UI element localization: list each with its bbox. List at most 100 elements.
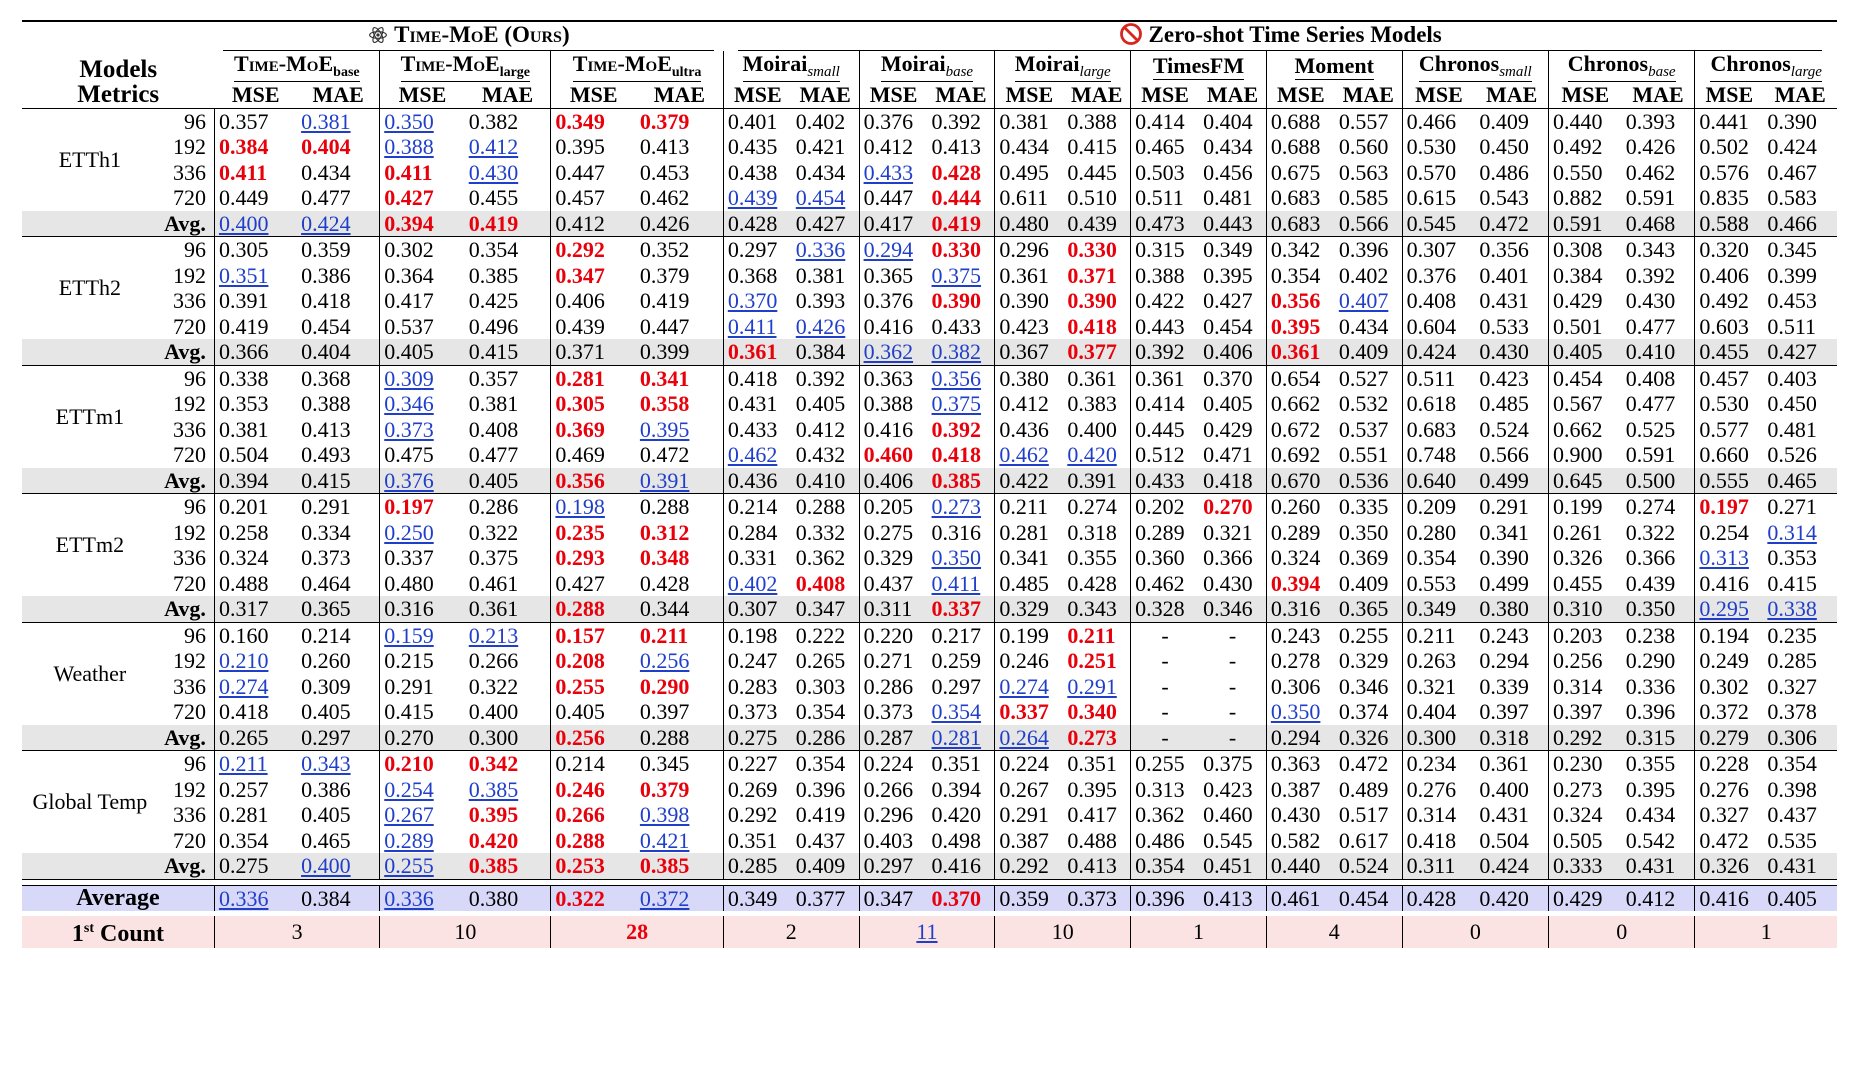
metric-cell: 0.486	[1475, 160, 1548, 186]
metric-cell: 0.475	[379, 442, 465, 468]
metric-value: 0.362	[863, 339, 914, 364]
metric-cell: 0.337	[927, 596, 995, 622]
metric-cell: 0.439	[1622, 571, 1695, 597]
horizon-label: 720	[172, 570, 206, 596]
metric-cell: 0.433	[928, 314, 995, 340]
metric-cell: 0.209	[1401, 493, 1476, 520]
metric-cell: 0.419	[464, 210, 551, 237]
table-row: ETTh2 96 0.305 0.359 0.302 0.354 0.292 0.352 0.2…	[22, 236, 1837, 300]
average-value: 0.380	[468, 885, 519, 911]
metric-cell: 0.214	[550, 750, 636, 777]
model-subscript: base	[1648, 63, 1676, 80]
metric-cell: 0.291	[1063, 674, 1130, 700]
metric-cell: 0.450	[1763, 391, 1837, 417]
metric-cell: 0.256	[1548, 648, 1622, 674]
metric-cell: 0.269	[722, 776, 792, 802]
metric-value: 0.211	[1406, 622, 1456, 648]
metric-value: 0.418	[931, 442, 982, 467]
metric-cell: 0.281	[550, 365, 636, 391]
metric-value: 0.285	[1767, 648, 1817, 673]
metric-value: 0.273	[1067, 724, 1117, 750]
metric-cell: 0.356	[550, 467, 636, 494]
metric-cell: 0.397	[636, 699, 723, 725]
metric-cell: 0.504	[213, 442, 298, 468]
metric-value: 0.379	[639, 776, 690, 802]
metric-cell: 0.270	[379, 724, 465, 751]
mae-header: MAE	[1071, 82, 1123, 107]
mse-header: MSE	[858, 82, 928, 108]
metric-cell: 0.417	[858, 210, 928, 237]
metric-cell: 0.349	[550, 108, 636, 134]
table-row: Avg. 0.366 0.404 0.405 0.415 0.371 0.399 0.361 0…	[22, 339, 1837, 365]
metric-value: 0.243	[1270, 622, 1321, 648]
metric-value: 0.275	[727, 724, 778, 750]
metric-cell: 0.402	[1335, 263, 1402, 289]
metric-cell: 0.420	[465, 828, 551, 854]
metric-value: 0.430	[1203, 570, 1253, 596]
metric-value: 0.611	[999, 185, 1049, 210]
metric-value: 0.288	[639, 494, 690, 519]
metric-value: 0.411	[218, 159, 268, 185]
metric-cell: 0.430	[1199, 571, 1266, 597]
metric-value: 0.343	[1625, 237, 1676, 262]
table-row: 720 0.488 0.464 0.480 0.461 0.427 0.428 0.402 0.…	[22, 570, 1837, 597]
table-row: 720 0.354 0.465 0.289 0.420 0.288 0.421 0.351 0.…	[22, 827, 1837, 854]
metric-value: 0.662	[1553, 416, 1603, 442]
metric-value: 0.406	[555, 288, 605, 313]
metric-value: 0.393	[795, 288, 846, 313]
metric-value: 0.320	[1699, 237, 1749, 262]
table-row: 192 0.210 0.260 0.215 0.266 0.208 0.256 0.247 0.…	[22, 648, 1837, 674]
metric-value: 0.431	[1479, 802, 1529, 827]
metric-cell: 0.286	[858, 673, 928, 699]
metric-value: 0.202	[1135, 494, 1185, 519]
metric-value: 0.424	[1479, 853, 1529, 878]
metric-cell: 0.377	[1063, 339, 1131, 365]
results-table: Models Time-MoE (Ours)	[22, 20, 1837, 948]
metric-cell: 0.368	[297, 365, 380, 391]
metric-cell: 0.288	[636, 494, 723, 520]
metric-cell: 0.381	[297, 108, 380, 134]
metric-cell: 0.462	[994, 442, 1064, 468]
metric-cell: 0.401	[722, 108, 792, 134]
metrics-label: Metrics	[77, 81, 160, 108]
metric-value: 0.322	[468, 673, 519, 699]
model-name: Moment	[1294, 52, 1374, 78]
metric-cell: 0.274	[994, 673, 1064, 699]
metric-cell: 0.405	[550, 699, 636, 725]
no-entry-icon	[1119, 23, 1142, 45]
metric-value: 0.585	[1338, 185, 1389, 210]
metric-cell: 0.384	[1548, 262, 1622, 288]
metric-value: 0.511	[1767, 313, 1817, 339]
metric-value: 0.260	[1270, 494, 1321, 519]
metric-value: 0.489	[1338, 776, 1389, 802]
metric-cell: 0.238	[1622, 622, 1695, 648]
metric-cell: 0.288	[792, 494, 859, 520]
metric-cell: 0.211	[213, 750, 298, 777]
mae-header: MAE	[1206, 82, 1259, 107]
metric-value: 0.324	[218, 545, 269, 570]
metric-value: 0.266	[863, 776, 914, 802]
metric-cell: 0.462	[636, 185, 723, 211]
metric-cell: 0.407	[1335, 288, 1402, 314]
metric-cell: 0.278	[1265, 648, 1335, 674]
metric-value: 0.550	[1553, 159, 1603, 185]
metric-value: 0.211	[218, 751, 268, 776]
metric-cell: 0.421	[792, 134, 859, 160]
metric-cell: 0.314	[1763, 520, 1837, 546]
metric-cell: 0.443	[1199, 210, 1267, 237]
metric-value: 0.512	[1135, 442, 1185, 467]
metric-cell: 0.291	[297, 494, 380, 520]
metric-value: 0.194	[1699, 622, 1749, 648]
metric-value: 0.388	[384, 134, 434, 159]
metric-cell: 0.422	[1130, 288, 1200, 314]
metric-value: 0.315	[1135, 237, 1185, 262]
metric-cell: 0.330	[928, 237, 995, 263]
metric-cell: 0.349	[1199, 237, 1266, 263]
metric-cell: 0.411	[928, 571, 995, 597]
metric-cell: 0.341	[636, 365, 723, 391]
metric-value: 0.361	[1479, 751, 1529, 776]
metric-value: 0.374	[1338, 699, 1389, 724]
metric-cell: 0.292	[1548, 724, 1622, 751]
metric-value: 0.615	[1406, 185, 1457, 210]
table-row: 336 0.324 0.373 0.337 0.375 0.293 0.348 0.331 0.…	[22, 545, 1837, 571]
